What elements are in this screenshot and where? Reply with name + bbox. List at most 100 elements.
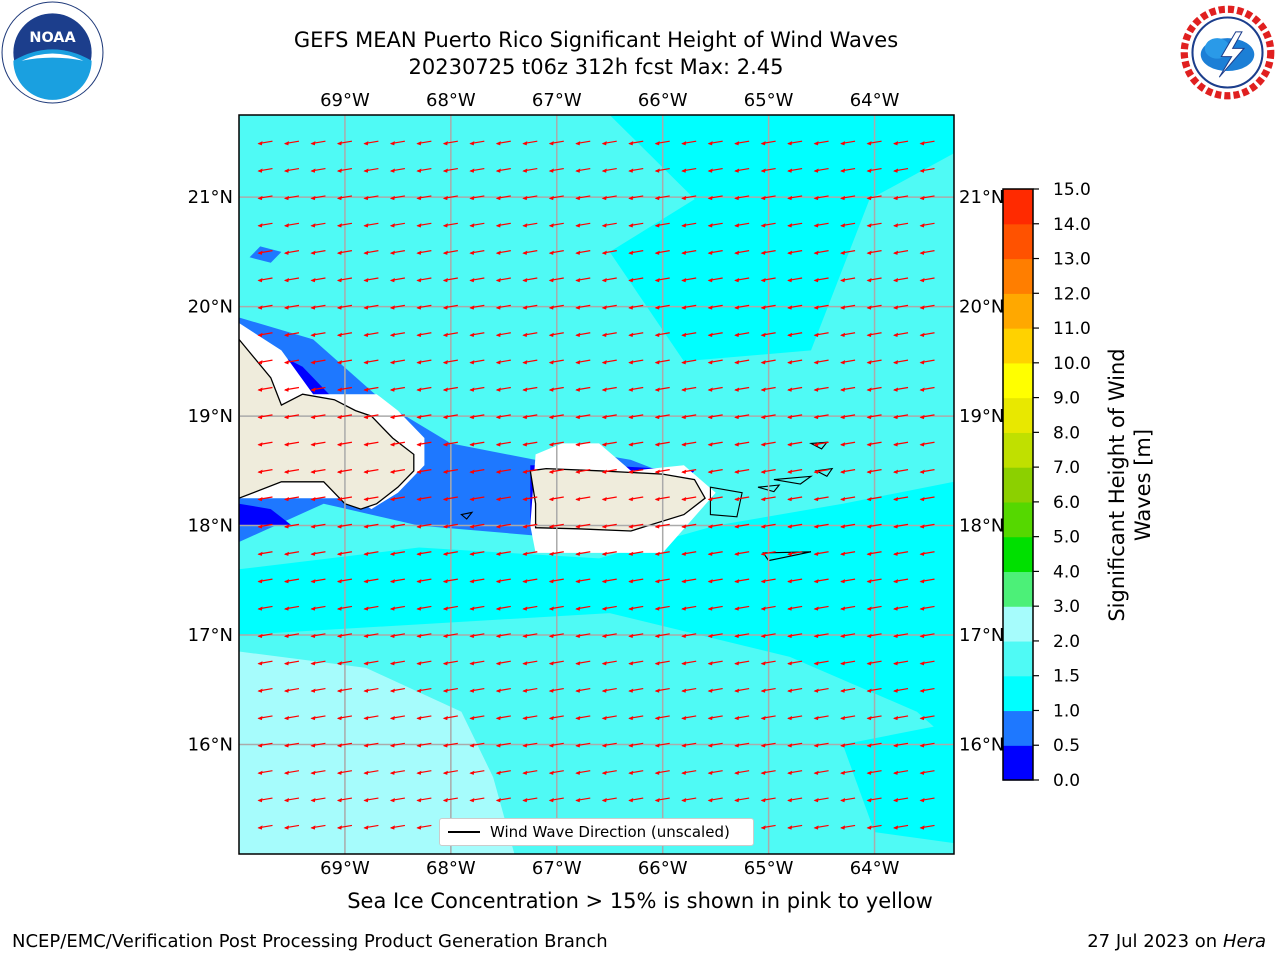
wave-vector [416, 715, 432, 721]
wave-vector [813, 824, 829, 830]
wave-vector [866, 742, 882, 748]
wave-vector [336, 687, 353, 693]
wave-vector [919, 167, 935, 173]
wave-vector [416, 195, 432, 201]
wave-vector [336, 469, 353, 474]
wave-vector [469, 742, 485, 748]
wave-vector [548, 441, 564, 447]
wave-vector [840, 386, 856, 392]
wave-vector [840, 332, 856, 337]
lat-tick-right: 19°N [959, 406, 1004, 427]
wave-vector [760, 578, 776, 584]
wave-vector [442, 742, 458, 748]
wave-vector [840, 633, 856, 639]
wave-vector [813, 277, 829, 283]
wave-vector [416, 523, 432, 529]
wave-vector [310, 742, 326, 748]
wave-vector [866, 496, 882, 502]
wave-vector [840, 304, 856, 310]
wave-vector [548, 770, 564, 775]
small-island-3 [814, 467, 834, 478]
wave-vector [442, 770, 458, 775]
wave-vector [469, 414, 485, 420]
lat-tick-left: 16°N [188, 735, 233, 756]
wave-vector [707, 195, 723, 201]
wave-band-1.0-1.5-east [609, 153, 875, 362]
wave-vector [707, 359, 723, 365]
machine-name: Hera [1222, 931, 1266, 952]
wave-vector [389, 715, 405, 721]
wave-vector [389, 824, 405, 830]
wave-vector [495, 551, 511, 556]
wave-vector [654, 386, 670, 392]
wave-vector [442, 469, 458, 474]
wave-vector [469, 797, 485, 803]
wave-vector [707, 414, 723, 420]
wave-vector [389, 742, 405, 748]
wave-vector [734, 742, 750, 748]
wave-vector [522, 469, 538, 474]
wave-vector [416, 742, 432, 748]
wave-vector [654, 605, 670, 611]
wave-vector [442, 195, 458, 201]
wave-vector [707, 578, 723, 584]
wave-vector [866, 687, 882, 693]
wave-vector [787, 633, 803, 639]
wave-vector [336, 496, 353, 502]
wave-vector [389, 222, 405, 228]
wave-vector [919, 414, 935, 420]
wave-vector [257, 222, 273, 228]
wave-vector [866, 332, 882, 337]
wave-vector [442, 605, 458, 611]
wave-vector [893, 496, 909, 502]
wave-vector [363, 715, 379, 721]
wave-vector [416, 441, 432, 447]
wave-vector [813, 660, 829, 666]
wave-vector [336, 441, 353, 447]
lon-tick-top: 67°W [532, 90, 582, 111]
wave-vector [601, 523, 617, 529]
wave-vector [310, 551, 326, 556]
wave-vector [866, 167, 882, 173]
wave-vector [628, 742, 644, 748]
wave-vector [628, 578, 644, 584]
colorbar-swatch [1003, 501, 1033, 538]
colorbar-tick-label: 0.5 [1053, 736, 1080, 756]
wave-vector [919, 277, 935, 283]
wave-vector [522, 167, 538, 173]
wave-vector [389, 523, 405, 529]
wave-vector [389, 140, 405, 146]
wave-vector [681, 605, 697, 611]
wave-vector [813, 469, 829, 474]
wave-vector [442, 441, 458, 447]
lat-tick-left: 17°N [188, 625, 233, 646]
wave-vector [336, 140, 353, 146]
colorbar-swatch [1003, 745, 1033, 781]
colorbar-swatch [1003, 189, 1033, 225]
wave-vector [257, 359, 273, 365]
wave-vector [707, 222, 723, 228]
wave-band-0.0-0.5-sw [239, 503, 292, 526]
wave-vector [469, 578, 485, 584]
colorbar-tick-label: 5.0 [1053, 528, 1080, 548]
wave-vector [840, 441, 856, 447]
wave-vector [336, 742, 353, 748]
wave-vector [628, 386, 644, 392]
colorbar-tick-label: 2.0 [1053, 632, 1080, 652]
wave-vector [495, 167, 511, 173]
wave-vector [654, 304, 670, 310]
wave-vector [548, 277, 564, 283]
wave-vector [813, 441, 829, 447]
wave-vector [628, 140, 644, 146]
wave-vector [654, 359, 670, 365]
wave-vector [787, 523, 803, 529]
wave-vector [389, 605, 405, 611]
wave-vector [336, 660, 353, 666]
wave-vector [363, 770, 379, 775]
wave-vector [734, 414, 750, 420]
wave-vector [707, 605, 723, 611]
wave-vector [389, 633, 405, 639]
wave-vector [469, 332, 485, 337]
wave-vector [866, 359, 882, 365]
wave-vector [336, 824, 353, 830]
